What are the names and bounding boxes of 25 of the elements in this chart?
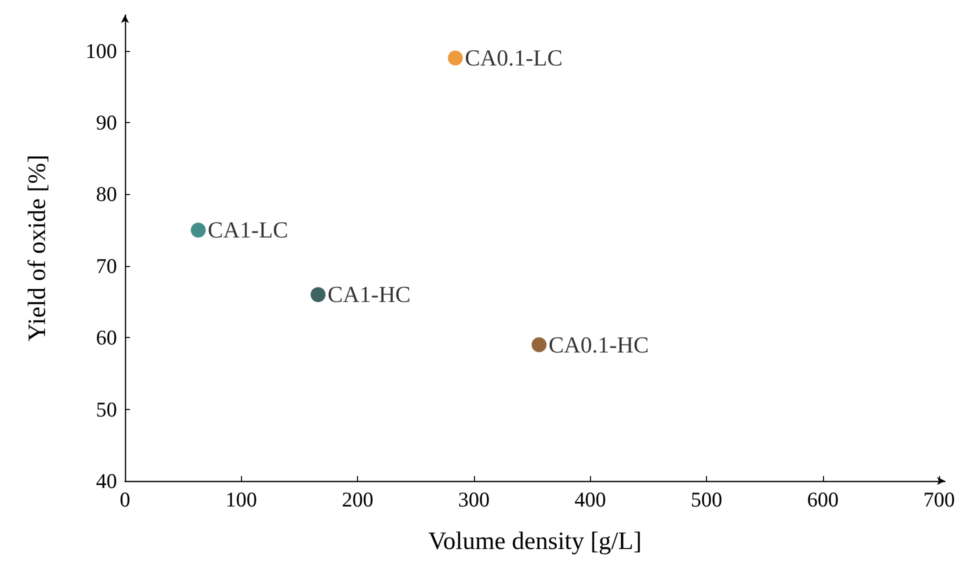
point bbox=[190, 222, 206, 238]
x-tick-label: 400 bbox=[574, 488, 606, 512]
point bbox=[532, 337, 547, 352]
x-tick-label: 700 bbox=[923, 488, 955, 512]
series-label: CA0.1-LC bbox=[464, 46, 563, 71]
y-tick-label: 90 bbox=[96, 110, 117, 135]
point bbox=[310, 287, 326, 302]
series-label: CA1-HC bbox=[328, 282, 411, 308]
x-tick-label: 300 bbox=[458, 488, 490, 512]
y-tick-label: 80 bbox=[96, 182, 117, 206]
x-tick-label: 0 bbox=[120, 488, 130, 512]
x-tick-label: 500 bbox=[690, 488, 722, 512]
y-tick-label: 70 bbox=[96, 254, 117, 278]
x-tick-label: 600 bbox=[807, 488, 839, 512]
series-label: CA1-LC bbox=[208, 218, 288, 243]
y-tick-label: 100 bbox=[86, 38, 117, 63]
series-label: CA0.1-HC bbox=[548, 332, 649, 358]
x-tick-label: 200 bbox=[342, 488, 374, 512]
x-tick-label: 100 bbox=[226, 488, 258, 512]
y-tick-label: 40 bbox=[96, 469, 117, 493]
y-tick-label: 60 bbox=[96, 326, 117, 350]
point bbox=[448, 50, 463, 66]
y-tick-label: 50 bbox=[96, 397, 117, 422]
x-axis-title: Volume density [g/L] bbox=[428, 528, 642, 555]
y-axis-title: Yield of oxide [%] bbox=[24, 154, 51, 342]
